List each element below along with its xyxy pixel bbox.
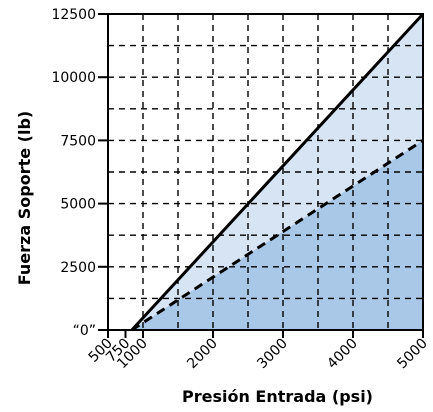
y-tick-label-2: 5000 [60, 197, 96, 213]
x-axis-title: Presión Entrada (psi) [182, 387, 373, 406]
y-tick-label-3: 7500 [60, 133, 96, 149]
plot-frame [107, 13, 424, 331]
y-axis-title: Fuerza Soporte (lb) [15, 111, 34, 285]
x-tick-label-4: 3000 [254, 336, 291, 373]
series-1-line [130, 139, 424, 332]
y-tick-label-1: 2500 [60, 260, 96, 276]
y-tick-labels: “0” 2500 5000 7500 10000 12500 [51, 7, 108, 339]
y-tick-label-4: 10000 [51, 70, 96, 86]
series-0-line [130, 12, 425, 332]
y-tick-label-5: 12500 [51, 7, 96, 23]
x-tick-label-5: 4000 [324, 336, 361, 373]
x-tick-label-6: 5000 [394, 336, 431, 373]
x-tick-label-3: 2000 [184, 336, 221, 373]
y-tick-label-0: “0” [73, 323, 96, 339]
series-lines [130, 12, 425, 332]
grid-lines [108, 14, 423, 330]
